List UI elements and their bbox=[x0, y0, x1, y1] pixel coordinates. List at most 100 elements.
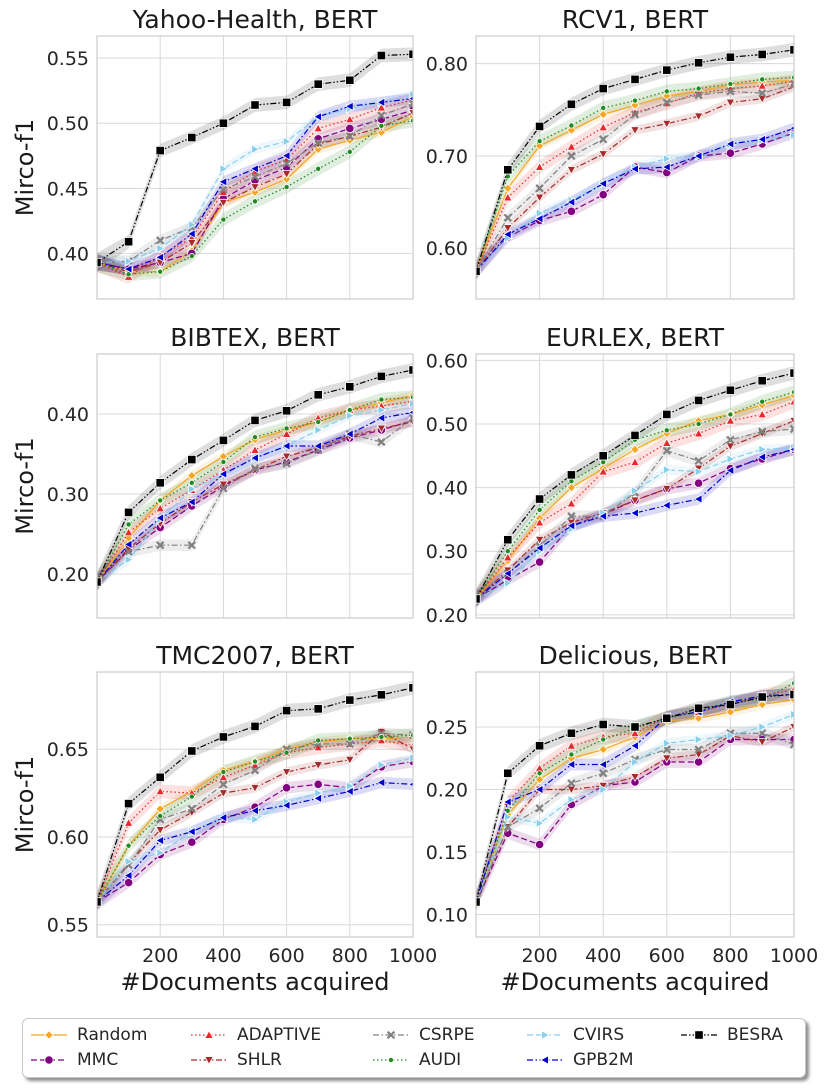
marker-gpb2m bbox=[376, 97, 386, 108]
ytick-label: 0.25 bbox=[426, 717, 468, 739]
marker-gpb2m bbox=[344, 429, 354, 439]
marker-mmc bbox=[281, 783, 292, 793]
legend-item-adaptive: ADAPTIVE bbox=[189, 1024, 321, 1046]
marker-gpb2m bbox=[629, 740, 639, 751]
marker-shlr bbox=[661, 754, 672, 764]
marker-adaptive bbox=[534, 517, 545, 527]
plot-area bbox=[97, 363, 413, 592]
y-axis-label: Mirco-f1 bbox=[11, 437, 39, 534]
line-besra bbox=[97, 687, 413, 903]
y-axis-label: Mirco-f1 bbox=[11, 119, 39, 216]
marker-csrpe bbox=[156, 541, 165, 550]
marker-audi bbox=[568, 751, 575, 758]
marker-csrpe bbox=[187, 804, 196, 814]
marker-cvirs bbox=[758, 722, 768, 732]
marker-mmc bbox=[534, 839, 545, 850]
marker-audi bbox=[791, 389, 794, 396]
marker-audi bbox=[727, 411, 734, 418]
marker-audi bbox=[600, 736, 607, 743]
ytick-label: 0.30 bbox=[47, 484, 89, 506]
marker-csrpe bbox=[599, 769, 608, 778]
marker-audi bbox=[251, 758, 258, 765]
axes-frame bbox=[475, 35, 795, 300]
marker-audi bbox=[759, 76, 766, 83]
marker-cvirs bbox=[409, 398, 413, 409]
marker-cvirs bbox=[631, 757, 641, 767]
marker-adaptive bbox=[313, 123, 324, 133]
marker-gpb2m bbox=[725, 465, 735, 476]
marker-besra bbox=[566, 728, 577, 738]
marker-gpb2m bbox=[693, 151, 703, 161]
marker-csrpe bbox=[408, 731, 413, 740]
band-cvirs bbox=[97, 753, 413, 909]
marker-cvirs bbox=[219, 163, 229, 174]
marker-besra bbox=[218, 435, 228, 446]
marker-besra bbox=[376, 50, 387, 61]
marker-random bbox=[662, 428, 672, 439]
ytick-label: 0.65 bbox=[47, 739, 89, 761]
marker-csrpe bbox=[187, 541, 196, 550]
marker-gpb2m bbox=[155, 252, 164, 263]
line-adaptive bbox=[97, 400, 413, 583]
line-audi bbox=[97, 734, 413, 903]
marker-adaptive bbox=[757, 409, 768, 419]
marker-audi bbox=[504, 548, 511, 555]
marker-audi bbox=[220, 769, 227, 776]
ytick-label: 0.70 bbox=[426, 146, 468, 168]
marker-besra bbox=[503, 165, 513, 175]
marker-adaptive bbox=[534, 162, 545, 171]
marker-csrpe bbox=[314, 138, 323, 147]
marker-random bbox=[757, 699, 767, 710]
marker-csrpe bbox=[599, 135, 608, 144]
marker-besra bbox=[598, 719, 608, 730]
ytick-label: 0.60 bbox=[47, 827, 89, 849]
legend: Random MMC ADAPTIVE SHLR CSRPE AUDI CVIR… bbox=[22, 1018, 806, 1078]
marker-mmc bbox=[124, 877, 134, 888]
marker-gpb2m bbox=[313, 111, 322, 122]
marker-besra bbox=[281, 706, 292, 716]
xtick-label: 400 bbox=[205, 945, 241, 967]
marker-random bbox=[566, 482, 577, 493]
marker-adaptive bbox=[693, 428, 704, 438]
marker-csrpe bbox=[694, 745, 703, 754]
marker-cvirs bbox=[124, 256, 134, 267]
legend-marker bbox=[541, 1030, 551, 1040]
marker-audi bbox=[283, 425, 290, 432]
marker-cvirs bbox=[567, 794, 577, 805]
marker-audi bbox=[157, 268, 164, 275]
marker-random bbox=[503, 183, 513, 194]
marker-csrpe bbox=[535, 804, 544, 813]
marker-audi bbox=[188, 253, 195, 260]
marker-csrpe bbox=[789, 740, 794, 749]
marker-besra bbox=[694, 58, 704, 68]
band-csrpe bbox=[97, 97, 413, 271]
marker-audi bbox=[188, 479, 195, 486]
marker-gpb2m bbox=[186, 229, 196, 239]
marker-besra bbox=[313, 390, 323, 400]
marker-shlr bbox=[630, 496, 640, 506]
legend-item-random: Random bbox=[29, 1024, 147, 1046]
marker-besra bbox=[630, 74, 640, 84]
marker-gpb2m bbox=[661, 500, 671, 511]
marker-random bbox=[281, 174, 292, 184]
marker-besra bbox=[476, 266, 481, 276]
marker-adaptive bbox=[630, 457, 640, 466]
ytick-label: 0.40 bbox=[47, 243, 89, 265]
marker-csrpe bbox=[567, 512, 576, 521]
legend-swatch-gpb2m bbox=[527, 1055, 563, 1065]
marker-gpb2m bbox=[376, 777, 386, 788]
legend-marker bbox=[44, 1030, 54, 1040]
marker-gpb2m bbox=[249, 805, 259, 816]
marker-csrpe bbox=[789, 79, 794, 89]
marker-cvirs bbox=[663, 464, 672, 475]
axes-frame bbox=[475, 353, 795, 619]
marker-shlr bbox=[281, 768, 292, 778]
marker-besra bbox=[725, 385, 736, 395]
marker-besra bbox=[124, 799, 134, 809]
marker-audi bbox=[695, 420, 702, 427]
legend-swatch-shlr bbox=[191, 1056, 227, 1066]
marker-cvirs bbox=[124, 856, 134, 867]
legend-marker bbox=[387, 1056, 394, 1063]
marker-csrpe bbox=[282, 159, 291, 168]
ytick-label: 0.55 bbox=[47, 48, 89, 70]
